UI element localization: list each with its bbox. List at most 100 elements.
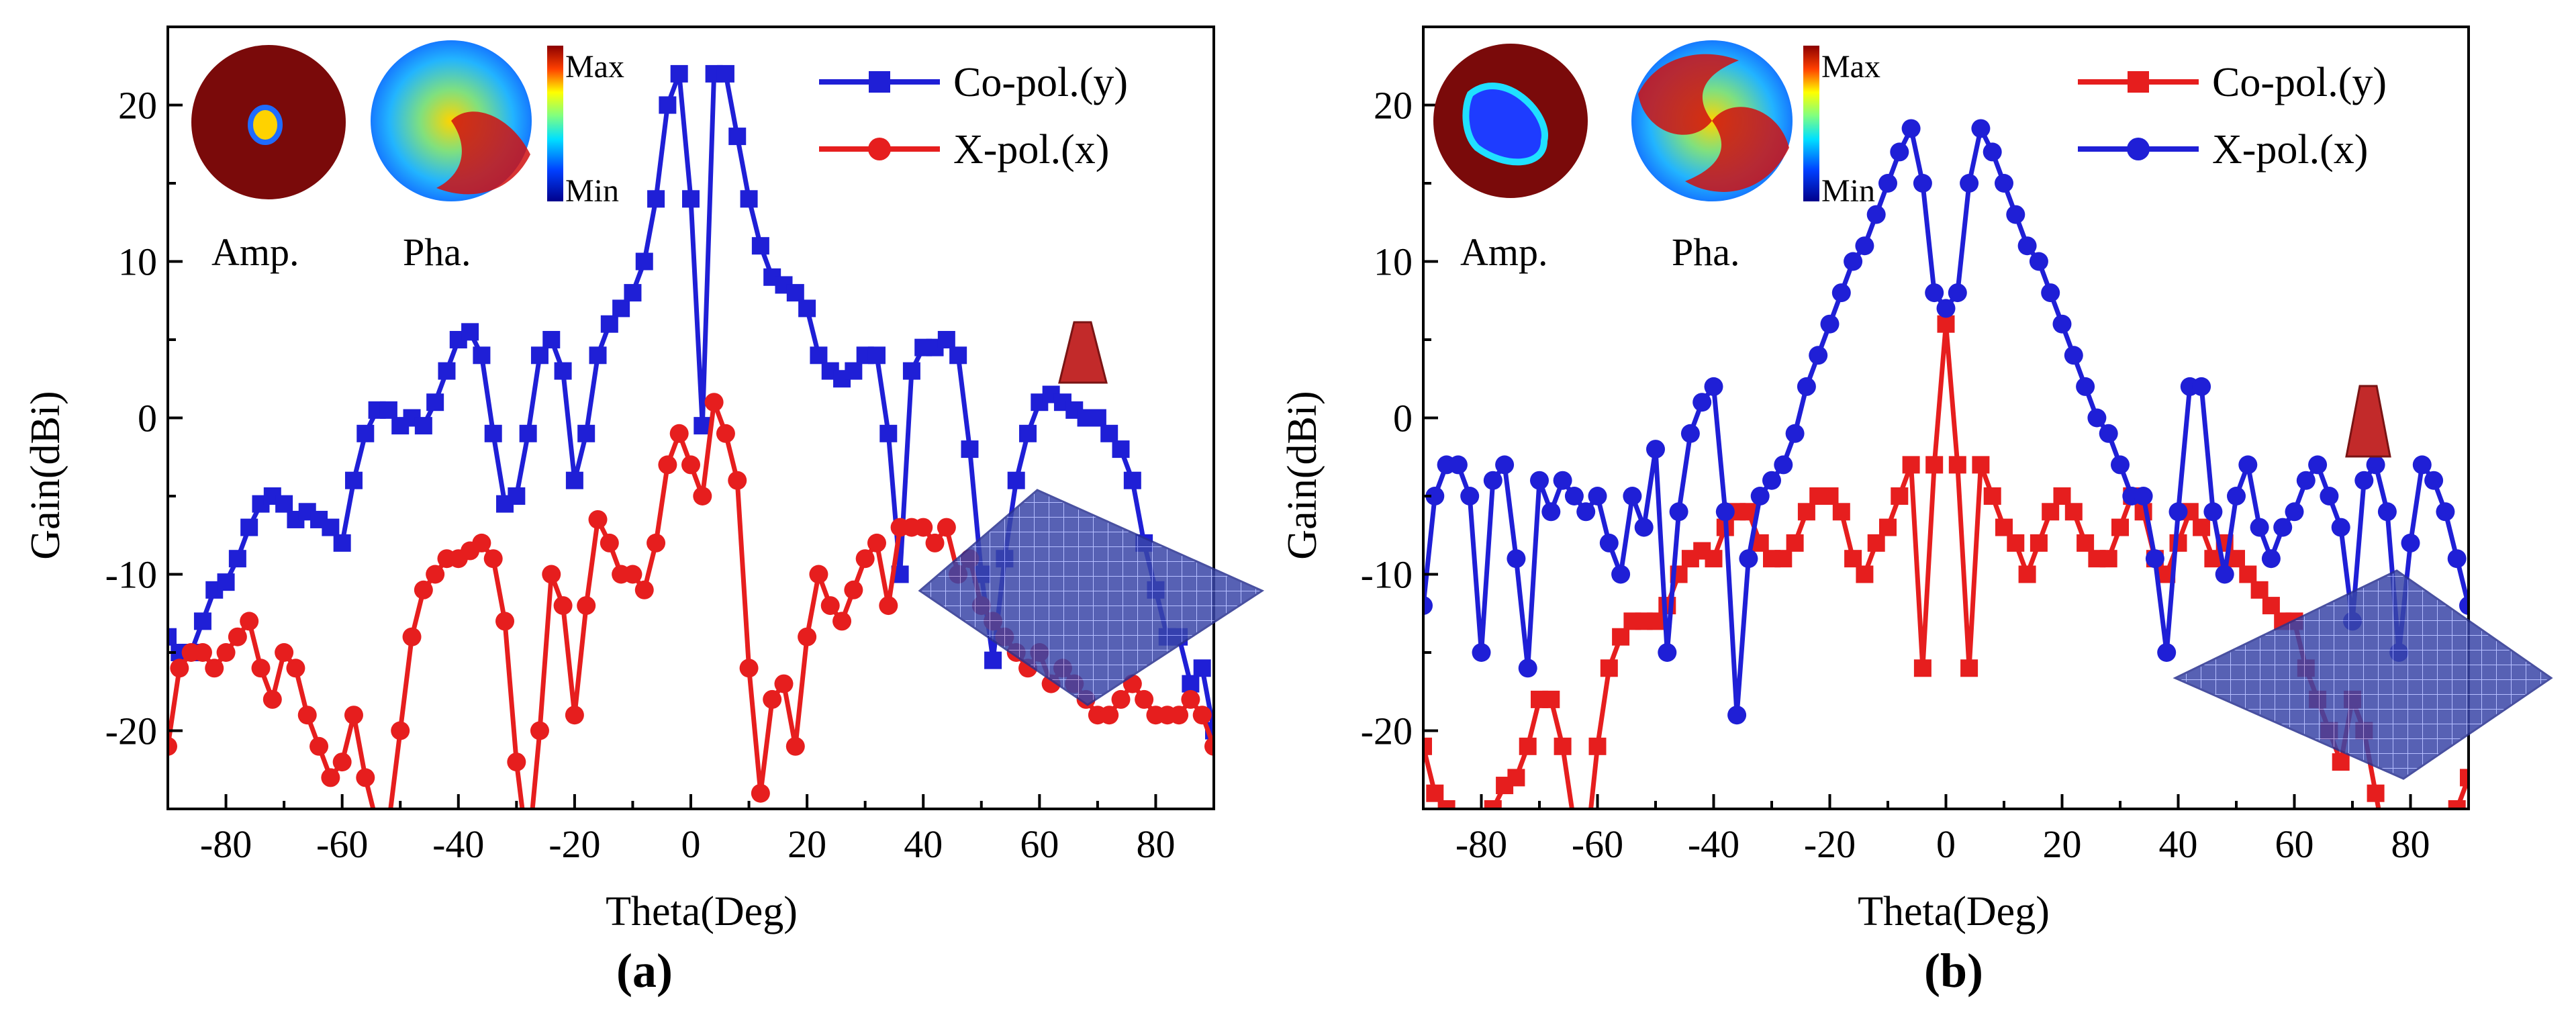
data-point	[1821, 487, 1839, 505]
data-point	[553, 596, 573, 616]
x-tick-label: 80	[1136, 822, 1175, 866]
data-point	[2377, 502, 2397, 522]
data-point	[2157, 643, 2177, 662]
data-point	[984, 651, 1002, 669]
data-point	[2111, 455, 2130, 475]
phase-spiral-2	[1638, 54, 1739, 135]
data-point	[577, 596, 596, 616]
data-point	[2228, 550, 2245, 568]
data-point	[1809, 346, 1828, 365]
data-point	[1611, 565, 1631, 584]
data-point	[2320, 487, 2339, 505]
data-point	[937, 518, 956, 537]
data-point	[322, 518, 340, 536]
data-point	[2064, 503, 2083, 521]
x-tick-label: 20	[2043, 822, 2082, 866]
data-point	[693, 487, 712, 505]
data-point	[867, 346, 886, 365]
data-point	[344, 706, 363, 725]
data-point	[1112, 440, 1130, 458]
data-point	[1925, 283, 1944, 303]
data-point	[2018, 565, 2036, 583]
data-point	[1426, 784, 1444, 802]
data-point	[2262, 597, 2280, 615]
data-point	[1658, 643, 1677, 662]
data-point	[1193, 659, 1211, 677]
colorbar	[1803, 46, 1819, 201]
data-point	[2007, 534, 2025, 552]
data-point	[263, 689, 282, 709]
data-point	[1856, 565, 1874, 583]
data-point	[275, 643, 294, 662]
pha-label: Pha.	[403, 230, 471, 274]
y-tick-label: 20	[118, 84, 157, 128]
data-point	[658, 455, 677, 475]
data-point	[798, 627, 817, 646]
x-tick-label: -20	[1804, 822, 1856, 866]
data-point	[565, 471, 583, 489]
data-point	[275, 495, 293, 513]
data-point	[2447, 549, 2467, 569]
data-point	[1797, 377, 1816, 396]
x-tick-label: 60	[1020, 822, 1059, 866]
data-point	[1750, 487, 1770, 505]
data-point	[1774, 550, 1793, 568]
inset-b: Max Min Amp. Pha.	[1433, 40, 1880, 274]
data-point	[251, 659, 271, 678]
data-point	[1437, 800, 1456, 809]
data-point	[193, 643, 212, 662]
data-point	[1925, 456, 1944, 474]
x-tick-label: 60	[2275, 822, 2314, 866]
data-point	[530, 721, 549, 740]
data-point	[786, 284, 804, 302]
data-point	[1192, 706, 1212, 725]
data-point	[1774, 455, 1793, 475]
data-point	[426, 565, 445, 584]
y-tick-label: -10	[105, 553, 157, 597]
data-point	[2030, 534, 2048, 552]
data-point	[1007, 471, 1025, 489]
data-point	[1495, 455, 1515, 475]
data-point	[1983, 142, 2002, 162]
data-point	[379, 815, 398, 834]
data-point	[309, 736, 329, 756]
data-point	[1588, 737, 1607, 755]
x-tick-label: -60	[316, 822, 368, 866]
data-point	[1646, 440, 1665, 459]
data-point	[751, 237, 769, 255]
amplitude-spot	[248, 105, 283, 145]
data-point	[240, 518, 258, 536]
data-point	[414, 580, 433, 599]
data-point	[461, 323, 479, 341]
data-point	[1100, 424, 1118, 442]
data-point	[1866, 205, 1886, 224]
data-point	[438, 362, 456, 380]
data-point	[1739, 549, 1758, 569]
data-point	[810, 346, 828, 365]
data-point	[774, 674, 794, 693]
data-point	[356, 424, 375, 442]
data-point	[286, 659, 305, 678]
data-point	[1855, 236, 1874, 256]
x-axis-label-a: Theta(Deg)	[606, 889, 798, 934]
data-point	[1170, 706, 1189, 725]
x-tick-label: 40	[904, 822, 943, 866]
data-point	[879, 424, 898, 442]
panel-label-b: (b)	[1924, 944, 1983, 998]
data-point	[589, 346, 607, 365]
data-point	[321, 768, 340, 787]
legend-marker-co-pol-b	[2128, 71, 2149, 93]
data-point	[2052, 314, 2072, 334]
data-point	[1576, 502, 1596, 522]
data-point	[820, 596, 840, 616]
data-point	[867, 533, 886, 552]
data-point	[508, 487, 526, 505]
metasurface-icon	[2173, 569, 2553, 780]
data-point	[1507, 549, 1526, 569]
x-tick-label: -40	[1688, 822, 1739, 866]
data-point	[1564, 487, 1584, 505]
data-point	[1530, 471, 1549, 490]
x-tick-label: -80	[200, 822, 252, 866]
data-point	[716, 424, 735, 443]
data-point	[1844, 252, 1863, 271]
